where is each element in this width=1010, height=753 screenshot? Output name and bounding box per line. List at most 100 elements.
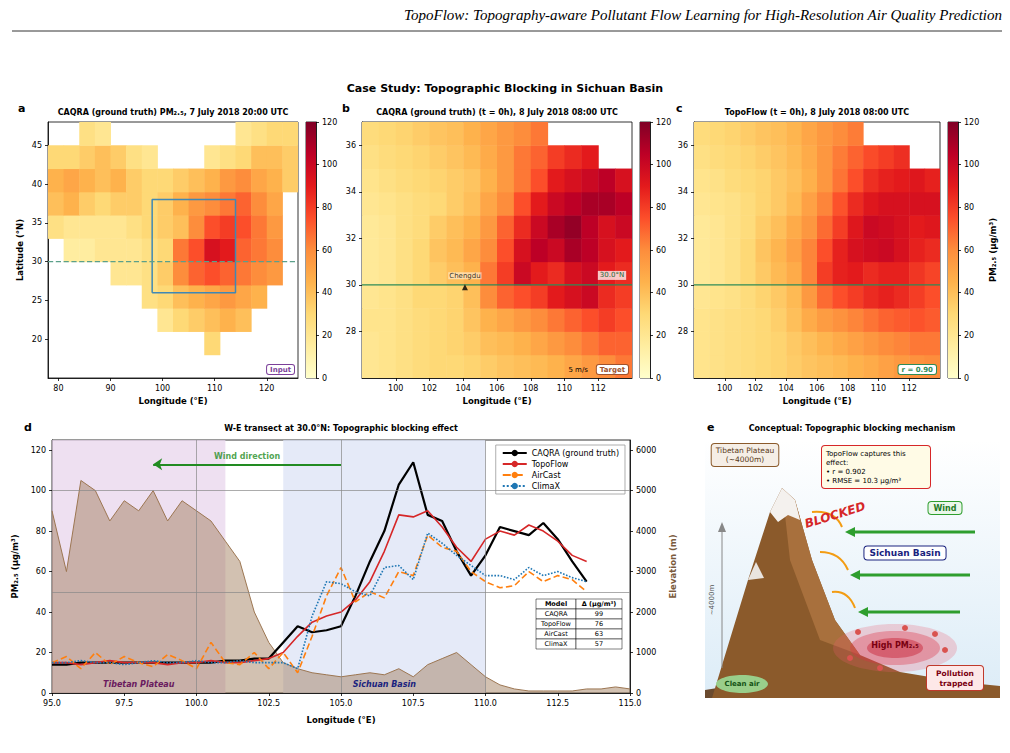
svg-text:60: 60 (322, 246, 332, 255)
svg-text:80: 80 (322, 203, 332, 212)
svg-text:Longitude (°E): Longitude (°E) (138, 396, 207, 406)
svg-text:95.0: 95.0 (43, 699, 61, 708)
svg-text:40: 40 (32, 180, 42, 189)
svg-text:20: 20 (322, 331, 332, 340)
svg-text:28: 28 (346, 327, 356, 336)
svg-text:110: 110 (207, 384, 222, 393)
svg-text:57: 57 (595, 640, 603, 648)
svg-text:Tibetan Plateau: Tibetan Plateau (715, 446, 775, 455)
svg-text:TopoFlow (t = 0h), 8 July 2018: TopoFlow (t = 0h), 8 July 2018 08:00 UTC (725, 108, 910, 117)
svg-text:CAQRA (ground truth) PM₂.₅, 7: CAQRA (ground truth) PM₂.₅, 7 July 2018 … (58, 108, 289, 117)
svg-text:0: 0 (636, 689, 641, 698)
svg-text:30: 30 (32, 257, 42, 266)
svg-text:30.0°N: 30.0°N (600, 271, 624, 279)
svg-text:0: 0 (964, 374, 969, 383)
svg-text:20: 20 (964, 331, 974, 340)
svg-text:d: d (24, 421, 32, 434)
svg-text:28: 28 (678, 327, 688, 336)
svg-text:4000: 4000 (636, 527, 656, 536)
svg-text:34: 34 (346, 187, 356, 196)
svg-text:80: 80 (656, 203, 666, 212)
svg-text:115.0: 115.0 (619, 699, 642, 708)
svg-text:TopoFlow: TopoFlow (531, 460, 569, 469)
svg-text:108: 108 (523, 384, 538, 393)
svg-text:40: 40 (964, 288, 974, 297)
svg-text:r = 0.90: r = 0.90 (902, 366, 934, 374)
svg-text:PM₂.₅ (µg/m³): PM₂.₅ (µg/m³) (10, 534, 20, 598)
svg-text:High PM₂.₅: High PM₂.₅ (871, 641, 919, 650)
svg-text:120: 120 (322, 118, 337, 127)
svg-text:102.5: 102.5 (257, 699, 280, 708)
svg-text:30: 30 (678, 280, 688, 289)
svg-text:20: 20 (656, 331, 666, 340)
svg-text:PM₂.₅ (µg/m³): PM₂.₅ (µg/m³) (988, 218, 998, 282)
svg-text:100: 100 (656, 160, 671, 169)
svg-text:Target: Target (600, 366, 626, 374)
svg-text:100: 100 (155, 384, 170, 393)
svg-text:Longitude (°E): Longitude (°E) (306, 715, 375, 725)
svg-text:Sichuan Basin: Sichuan Basin (353, 680, 417, 689)
svg-text:112: 112 (902, 384, 917, 393)
svg-text:90: 90 (105, 384, 115, 393)
svg-text:100: 100 (31, 486, 46, 495)
svg-text:5 m/s: 5 m/s (568, 366, 588, 374)
svg-text:105.0: 105.0 (330, 699, 353, 708)
svg-text:AirCast: AirCast (532, 471, 561, 480)
svg-text:104: 104 (779, 384, 794, 393)
svg-text:102: 102 (422, 384, 437, 393)
svg-text:80: 80 (53, 384, 63, 393)
svg-text:32: 32 (346, 234, 356, 243)
svg-text:34: 34 (678, 187, 688, 196)
svg-text:• RMSE = 10.3 μg/m³: • RMSE = 10.3 μg/m³ (826, 477, 901, 485)
svg-text:40: 40 (322, 288, 332, 297)
svg-text:40: 40 (36, 608, 46, 617)
svg-text:112: 112 (591, 384, 606, 393)
svg-text:76: 76 (595, 620, 603, 628)
svg-text:97.5: 97.5 (115, 699, 133, 708)
svg-text:Input: Input (270, 366, 292, 374)
svg-text:40: 40 (656, 288, 666, 297)
svg-text:5000: 5000 (636, 486, 656, 495)
svg-text:3000: 3000 (636, 567, 656, 576)
svg-text:e: e (707, 421, 714, 434)
svg-text:Case Study: Topographic Blocki: Case Study: Topographic Blocking in Sich… (347, 82, 663, 95)
svg-text:CAQRA: CAQRA (545, 610, 568, 618)
svg-text:Longitude (°E): Longitude (°E) (462, 396, 531, 406)
svg-text:Elevation (m): Elevation (m) (668, 534, 678, 598)
svg-text:20: 20 (36, 648, 46, 657)
svg-text:CAQRA (ground truth): CAQRA (ground truth) (532, 449, 619, 458)
svg-text:Wind direction: Wind direction (214, 452, 280, 461)
svg-text:104: 104 (456, 384, 471, 393)
svg-text:102: 102 (748, 384, 763, 393)
svg-text:Pollution: Pollution (936, 669, 974, 678)
svg-text:112.5: 112.5 (546, 699, 569, 708)
svg-text:ClimaX: ClimaX (532, 482, 561, 491)
svg-text:trapped: trapped (937, 679, 973, 688)
svg-text:CAQRA (ground truth) (t = 0h),: CAQRA (ground truth) (t = 0h), 8 July 20… (376, 108, 618, 117)
svg-text:30: 30 (346, 280, 356, 289)
svg-text:106: 106 (809, 384, 824, 393)
svg-text:36: 36 (678, 141, 688, 150)
svg-text:0: 0 (322, 374, 327, 383)
svg-text:Δ (µg/m³): Δ (µg/m³) (582, 600, 617, 608)
svg-text:AirCast: AirCast (544, 630, 568, 638)
svg-text:106: 106 (489, 384, 504, 393)
svg-text:60: 60 (964, 246, 974, 255)
svg-text:100: 100 (717, 384, 732, 393)
svg-text:107.5: 107.5 (402, 699, 425, 708)
svg-text:110: 110 (557, 384, 572, 393)
svg-text:45: 45 (32, 141, 42, 150)
svg-text:TopoFlow captures this: TopoFlow captures this (825, 450, 908, 458)
svg-text:0: 0 (41, 689, 46, 698)
svg-text:Model: Model (545, 600, 567, 608)
svg-text:effect:: effect: (826, 459, 848, 467)
svg-text:35: 35 (32, 218, 42, 227)
svg-text:(~4000m): (~4000m) (726, 455, 765, 464)
svg-text:0: 0 (656, 374, 661, 383)
svg-text:~4000m: ~4000m (708, 585, 716, 616)
svg-text:Chengdu: Chengdu (449, 272, 480, 280)
svg-text:Conceptual: Topographic blocki: Conceptual: Topographic blocking mechani… (749, 424, 956, 433)
svg-text:36: 36 (346, 141, 356, 150)
svg-text:Tibetan Plateau: Tibetan Plateau (103, 680, 175, 689)
svg-text:Latitude (°N): Latitude (°N) (15, 219, 25, 281)
